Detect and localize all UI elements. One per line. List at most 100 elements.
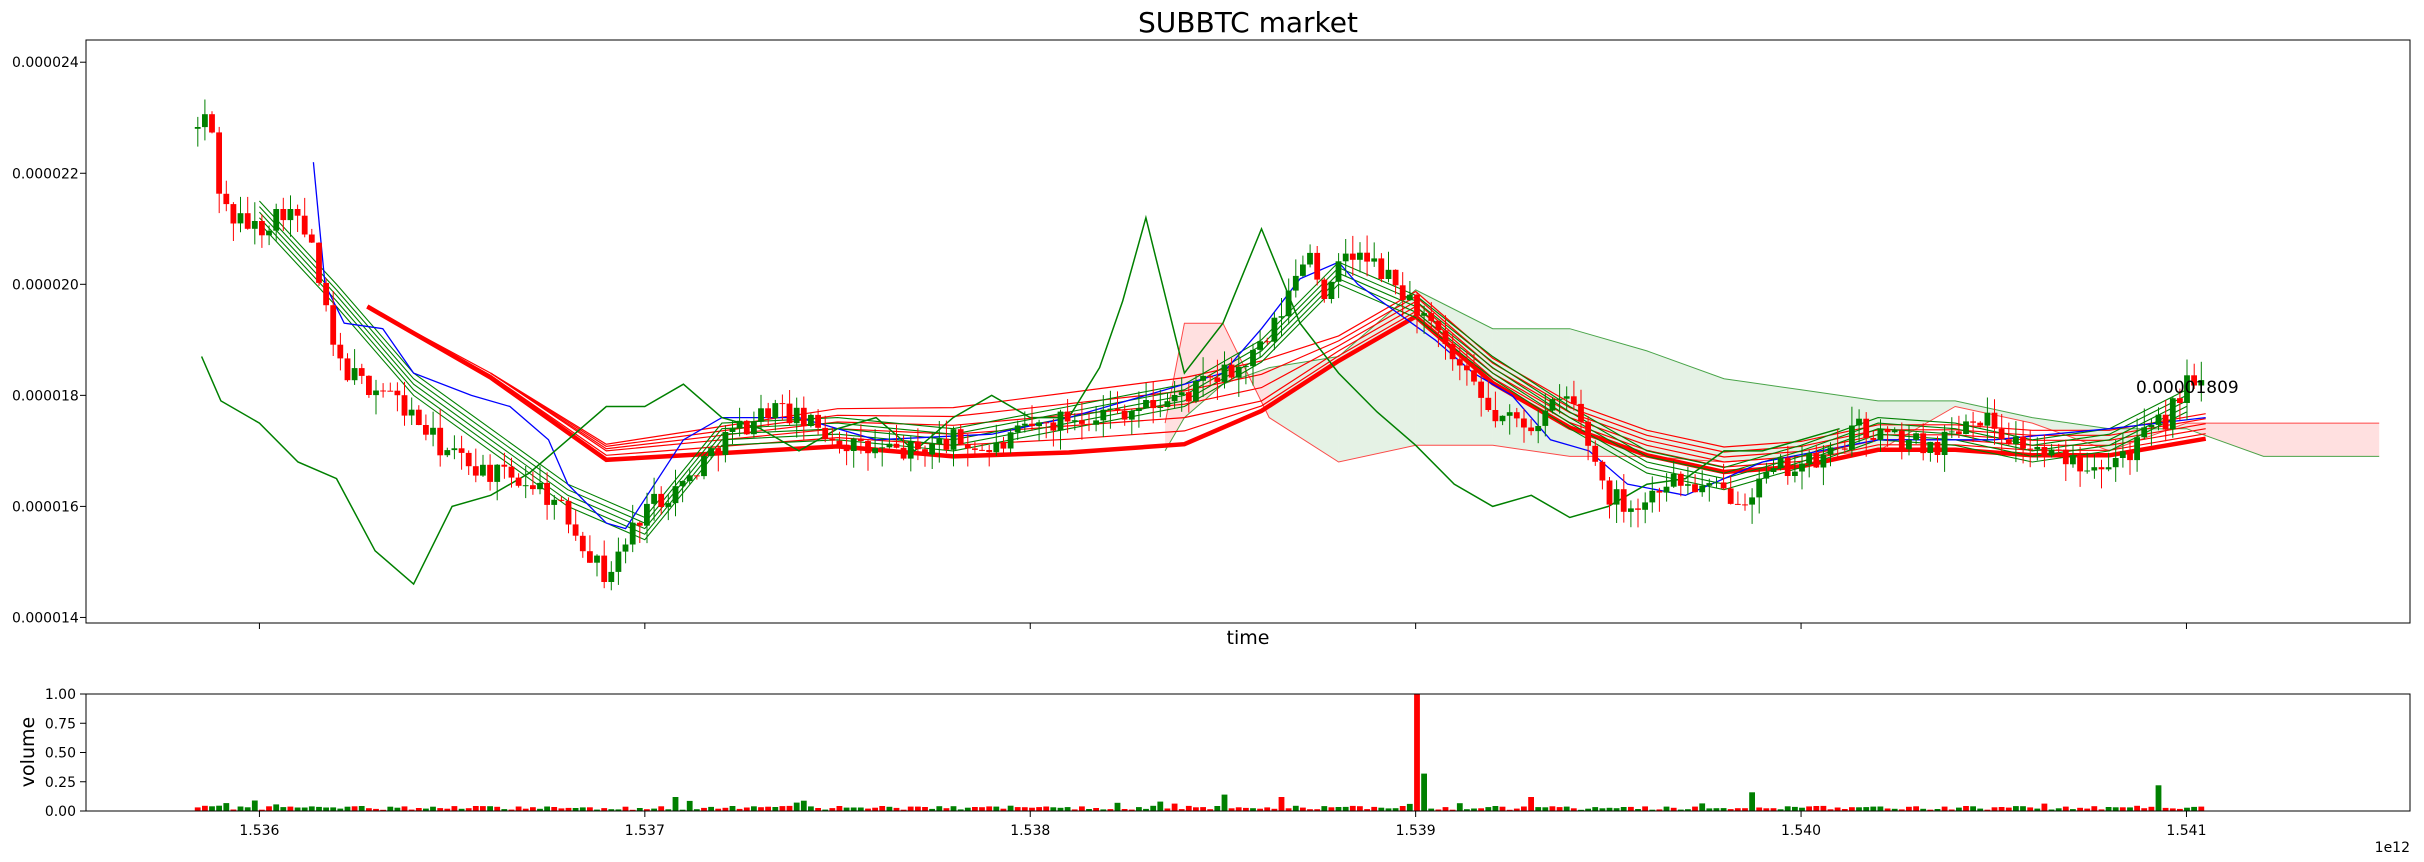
volume-bar <box>693 809 700 811</box>
candle-down <box>1449 343 1456 360</box>
volume-bar <box>1235 807 1242 811</box>
volume-bar <box>1086 809 1092 811</box>
volume-bar <box>993 806 1000 811</box>
candle-down <box>693 475 700 477</box>
volume-bar <box>964 807 971 811</box>
candle-down <box>857 438 864 441</box>
price-y-axis: 0.000014 0.000016 0.000018 0.000020 0.000022… <box>12 55 86 626</box>
candle-up <box>594 555 600 563</box>
candle-up <box>351 368 358 381</box>
candle-down <box>972 448 978 450</box>
candle-up <box>629 522 636 545</box>
price-chart-panel: SUBBTC market 0.0000140.0000160.0000180.… <box>12 6 2411 649</box>
candle-up <box>729 428 736 432</box>
volume-bar <box>1670 807 1677 811</box>
volume-bar <box>1991 807 1998 811</box>
last-price-label: 0.00001809 <box>2136 378 2239 398</box>
candle-down <box>779 403 786 405</box>
volume-bar <box>601 808 608 811</box>
candle-down <box>1991 412 1998 429</box>
volume-bar <box>1307 809 1313 811</box>
volume-bar <box>216 805 222 811</box>
candle-down <box>1813 453 1820 468</box>
candle-up <box>266 230 272 236</box>
volume-bar <box>1264 807 1271 811</box>
volume-bar <box>1599 808 1606 811</box>
volume-bar <box>2162 807 2169 811</box>
candle-down <box>1528 427 1534 432</box>
volume-bar <box>1064 807 1071 811</box>
volume-bar <box>1906 806 1912 811</box>
volume-bar <box>922 807 928 811</box>
candle-down <box>1834 447 1841 449</box>
candle-down <box>900 447 907 459</box>
candle-down <box>472 466 479 476</box>
volume-bar <box>1257 808 1263 811</box>
volume-bar <box>950 806 957 811</box>
candle-up <box>1549 399 1556 411</box>
candle-down <box>1000 442 1007 449</box>
volume-bar <box>316 806 322 811</box>
candle-down <box>1492 410 1499 422</box>
candle-down <box>2127 451 2133 461</box>
candle-up <box>1235 366 1242 378</box>
volume-bar <box>1399 806 1406 811</box>
candle-down <box>487 464 493 482</box>
candle-up <box>1164 401 1171 407</box>
volume-bar <box>2062 806 2069 811</box>
volume-bar <box>2077 807 2083 811</box>
candle-down <box>1585 421 1591 446</box>
volume-bar <box>1107 809 1114 811</box>
volume-bar <box>1749 792 1755 811</box>
volume-bar <box>2141 808 2148 811</box>
volume-bar <box>715 808 722 811</box>
candle-down <box>2005 439 2012 445</box>
y-tick-label: 0.000018 <box>12 388 79 404</box>
candle-up <box>194 127 201 129</box>
volume-bar <box>1357 806 1363 811</box>
candle-up <box>936 438 943 444</box>
candle-down <box>836 440 843 445</box>
candle-up <box>1385 269 1392 279</box>
candle-up <box>736 420 743 429</box>
volume-bar <box>1570 808 1577 811</box>
candle-down <box>865 441 871 454</box>
volume-bar <box>1870 806 1877 811</box>
candle-down <box>1513 412 1520 419</box>
volume-bar <box>957 809 964 811</box>
candle-up <box>929 443 935 455</box>
volume-bar <box>1449 809 1456 811</box>
chikou-line <box>200 214 1840 586</box>
candle-up <box>1335 261 1342 282</box>
volume-bar <box>1521 806 1527 811</box>
volume-bar <box>1734 808 1741 811</box>
volume-bar <box>1485 807 1492 811</box>
volume-y-tick-label: 0.75 <box>45 716 76 732</box>
y-tick-label: 0.000016 <box>12 499 79 515</box>
volume-bar <box>2148 806 2155 811</box>
volume-bar <box>1920 808 1927 811</box>
volume-bar <box>1143 808 1149 811</box>
volume-bar <box>1378 807 1385 811</box>
volume-bar <box>2184 807 2190 811</box>
volume-bar <box>1243 807 1249 811</box>
volume-bar <box>465 808 472 811</box>
candle-up <box>1799 463 1805 472</box>
volume-bar <box>394 807 401 811</box>
candle-down <box>1314 252 1321 280</box>
candle-down <box>1620 489 1627 512</box>
candle-up <box>651 493 657 504</box>
volume-bar <box>230 809 237 811</box>
volume-bar <box>972 807 978 811</box>
volume-bar <box>223 803 230 811</box>
volume-bar <box>2070 809 2076 811</box>
fast-ema-line <box>258 206 2187 524</box>
candle-up <box>1014 425 1021 433</box>
candle-down <box>1378 258 1385 279</box>
candle-up <box>2155 414 2162 425</box>
candle-up <box>1777 457 1784 469</box>
candle-up <box>708 448 714 456</box>
candle-up <box>1649 490 1656 503</box>
volume-bar <box>1898 809 1905 811</box>
candle-down <box>715 448 722 456</box>
